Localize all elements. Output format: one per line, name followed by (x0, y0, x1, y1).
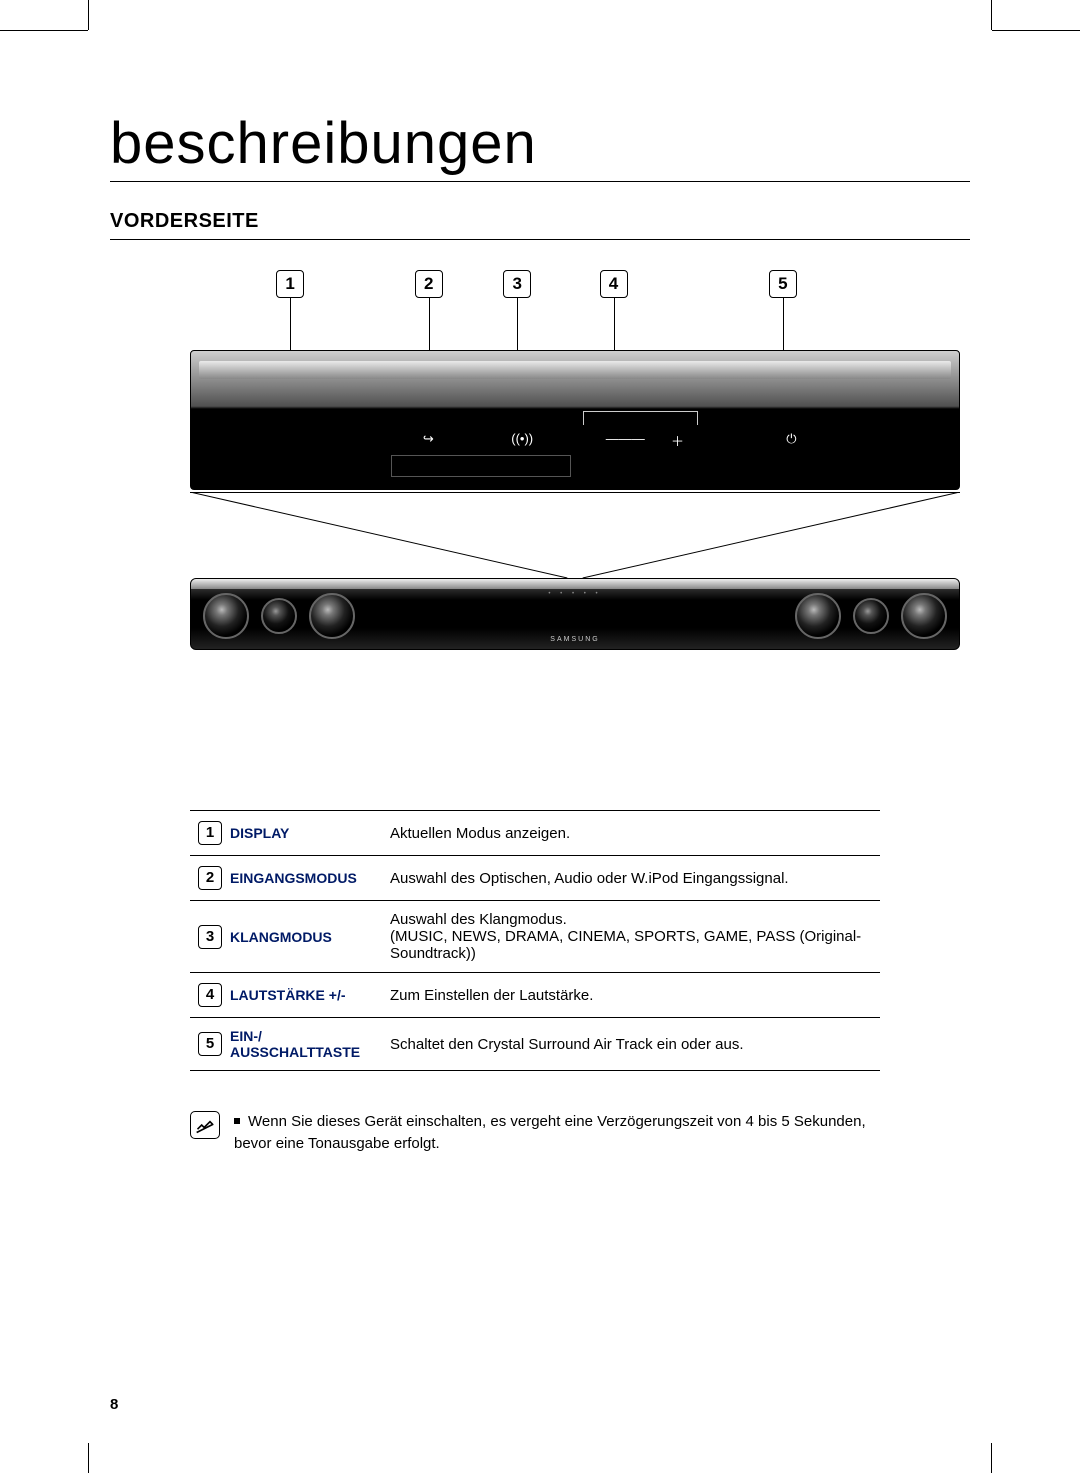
speaker-r3 (795, 593, 841, 639)
speaker-l1 (203, 593, 249, 639)
table-row: 2EINGANGSMODUSAuswahl des Optischen, Aud… (190, 856, 880, 901)
note-text: Wenn Sie dieses Gerät einschalten, es ve… (234, 1111, 880, 1155)
row-label: DISPLAY (222, 811, 382, 856)
row-desc: Zum Einstellen der Lautstärke. (382, 973, 880, 1018)
page-content: beschreibungen VORDERSEITE 1 2 3 4 5 ↪ ((•))… (110, 40, 970, 1413)
display-zone (391, 455, 571, 477)
row-desc: Auswahl des Optischen, Audio oder W.iPod… (382, 856, 880, 901)
note-icon (190, 1111, 220, 1139)
speaker-l3 (309, 593, 355, 639)
row-number: 5 (198, 1032, 222, 1056)
speaker-l2 (261, 598, 297, 634)
callout-1: 1 (276, 270, 304, 298)
section-heading: VORDERSEITE (110, 210, 970, 240)
input-icon: ↪ (423, 431, 434, 447)
row-number: 4 (198, 983, 222, 1007)
callout-2: 2 (415, 270, 443, 298)
zoom-lines (190, 492, 960, 578)
callout-3: 3 (503, 270, 531, 298)
note-block: Wenn Sie dieses Gerät einschalten, es ve… (190, 1111, 880, 1155)
sound-icon: ((•)) (511, 431, 533, 446)
row-desc: Aktuellen Modus anzeigen. (382, 811, 880, 856)
row-number: 1 (198, 821, 222, 845)
row-label: EIN-/AUSSCHALTTASTE (222, 1018, 382, 1071)
page-title: beschreibungen (110, 110, 970, 182)
callout-4: 4 (600, 270, 628, 298)
row-desc: Schaltet den Crystal Surround Air Track … (382, 1018, 880, 1071)
table-row: 5EIN-/AUSSCHALTTASTESchaltet den Crystal… (190, 1018, 880, 1071)
row-number: 3 (198, 925, 222, 949)
page-number: 8 (110, 1396, 118, 1413)
soundbar-body: • • • • • SAMSUNG (190, 578, 960, 650)
power-icon: ⏻ (786, 431, 796, 447)
brand-label: SAMSUNG (550, 636, 599, 643)
callout-5: 5 (769, 270, 797, 298)
speaker-r2 (853, 598, 889, 634)
feature-table: 1DISPLAYAktuellen Modus anzeigen.2EINGAN… (190, 810, 880, 1071)
table-row: 1DISPLAYAktuellen Modus anzeigen. (190, 811, 880, 856)
front-panel-diagram: 12345 ↪ ((•)) ——— ＋ ⏻ • • • • • (190, 270, 960, 650)
row-label: LAUTSTÄRKE +/- (222, 973, 382, 1018)
table-row: 4LAUTSTÄRKE +/-Zum Einstellen der Lautst… (190, 973, 880, 1018)
top-control-panel: ↪ ((•)) ——— ＋ ⏻ (190, 350, 960, 490)
speaker-r1 (901, 593, 947, 639)
row-desc: Auswahl des Klangmodus.(MUSIC, NEWS, DRA… (382, 901, 880, 973)
row-label: KLANGMODUS (222, 901, 382, 973)
table-row: 3KLANGMODUSAuswahl des Klangmodus.(MUSIC… (190, 901, 880, 973)
row-number: 2 (198, 866, 222, 890)
vol-minus-icon: ——— (606, 431, 645, 446)
row-label: EINGANGSMODUS (222, 856, 382, 901)
vol-plus-icon: ＋ (671, 431, 684, 450)
